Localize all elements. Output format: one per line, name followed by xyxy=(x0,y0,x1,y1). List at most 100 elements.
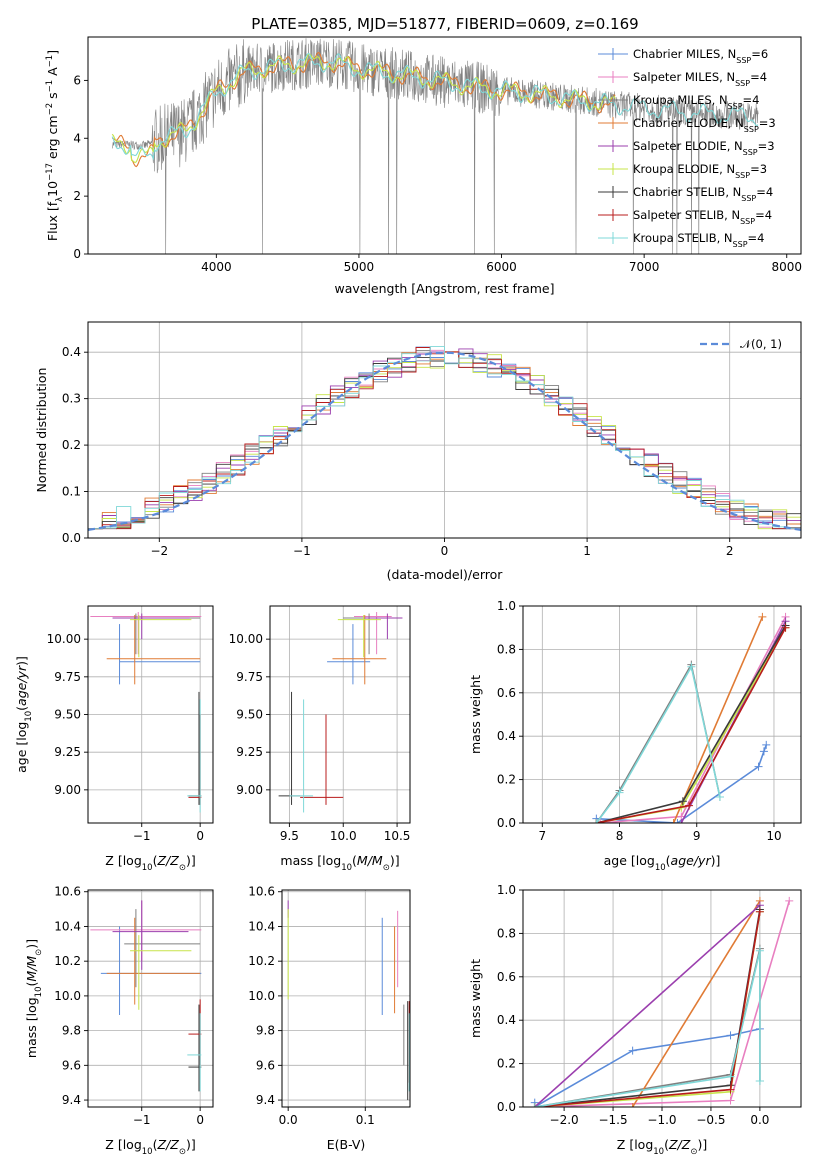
label-part: s xyxy=(45,92,60,103)
y-tick-label: 0.0 xyxy=(497,1100,516,1114)
normal-curve xyxy=(88,351,801,531)
y-tick-label: 9.8 xyxy=(256,1024,275,1038)
y-tick-label: 10.2 xyxy=(54,954,81,968)
histogram-kroupa-stelib xyxy=(88,346,801,538)
model-spectrum-line xyxy=(111,53,616,164)
y-tick-label: 9.00 xyxy=(54,783,81,797)
x-tick-label: 7000 xyxy=(629,260,660,274)
x-axis-label: mass [log10(M/M⊙)] xyxy=(280,853,399,873)
label-part: (data-model)/error xyxy=(387,567,504,582)
label-part: ] xyxy=(45,50,60,55)
y-tick-label: 10.4 xyxy=(248,919,275,933)
y-tick-label: 0.1 xyxy=(62,485,81,499)
x-tick-label: −1.5 xyxy=(598,1113,627,1127)
legend-sub: SSP xyxy=(740,217,755,226)
label-part: 10 xyxy=(655,863,666,873)
x-tick-label: 0.0 xyxy=(750,1113,769,1127)
y-tick-label: 0.4 xyxy=(497,1013,516,1027)
y-tick-label: 1.0 xyxy=(497,599,516,613)
legend-nssp: =4 xyxy=(756,185,773,199)
weight-marker xyxy=(669,819,678,823)
spectrum-title: PLATE=0385, MJD=51877, FIBERID=0609, z=0… xyxy=(251,15,638,33)
y-axis-label: Normed distribution xyxy=(34,368,49,493)
plot-area xyxy=(111,38,759,254)
weight-marker xyxy=(673,819,682,823)
y-tick-label: 0 xyxy=(73,247,81,261)
plot-area xyxy=(90,612,202,813)
label-part: 10 xyxy=(45,181,60,197)
y-tick-label: 0.3 xyxy=(62,392,81,406)
label-part: Z/Z xyxy=(156,853,179,868)
legend-nssp: =3 xyxy=(758,139,775,153)
label-part: ( xyxy=(14,706,29,711)
y-tick-label: 0.0 xyxy=(62,531,81,545)
y-tick-label: 9.6 xyxy=(256,1058,275,1072)
label-part: )] xyxy=(186,853,196,868)
x-tick-label: 8000 xyxy=(771,260,802,274)
label-part: )] xyxy=(697,1137,707,1152)
y-axis-label: mass [log10(M/M⊙)] xyxy=(24,939,44,1058)
x-tick-label: 1 xyxy=(583,544,591,558)
legend-entry: Kroupa STELIB, NSSP=4 xyxy=(633,231,764,249)
legend-label: Kroupa ELODIE, N xyxy=(633,162,735,176)
label-part: )] xyxy=(390,853,400,868)
label-part: 10 xyxy=(653,1147,664,1157)
y-tick-label: 0.2 xyxy=(497,1057,516,1071)
legend-entry: Chabrier STELIB, NSSP=4 xyxy=(633,185,773,203)
legend-nssp: =4 xyxy=(743,93,760,107)
mass-vs-Z-panel: −1 09.49.69.810.010.210.410.6Z [log10(Z/Z… xyxy=(24,885,214,1157)
x-axis-label: Z [log10(Z/Z⊙)] xyxy=(105,1137,195,1157)
y-tick-label: 0.4 xyxy=(62,345,81,359)
label-part: 10 xyxy=(341,863,352,873)
weight-line xyxy=(595,664,721,823)
x-tick-label: 0 xyxy=(196,829,204,843)
y-tick-label: 0.6 xyxy=(497,970,516,984)
x-tick-label: 8 xyxy=(616,829,624,843)
x-axis-label: Z [log10(Z/Z⊙)] xyxy=(105,853,195,873)
legend-sub: SSP xyxy=(735,79,750,88)
plot-area xyxy=(90,900,202,1092)
label-part: ⊙ xyxy=(690,1147,697,1157)
axes-frame xyxy=(87,889,214,1108)
label-part: Z [log xyxy=(105,853,141,868)
label-part: ( xyxy=(24,982,39,987)
weight-line xyxy=(600,616,787,823)
weight-marker xyxy=(596,819,605,823)
x-tick-label: −0.5 xyxy=(696,1113,725,1127)
label-part: 10 xyxy=(142,1147,153,1157)
legend-sub: SSP xyxy=(743,148,758,157)
x-tick-label: 0 xyxy=(441,544,449,558)
label-part: M/M xyxy=(357,853,383,868)
weight-line xyxy=(631,900,761,1107)
y-tick-label: 9.25 xyxy=(236,745,263,759)
model-spectrum-line xyxy=(111,52,759,161)
y-tick-label: 2 xyxy=(73,189,81,203)
legend-sub: SSP xyxy=(744,125,759,134)
legend-entry: Salpeter ELODIE, NSSP=3 xyxy=(633,139,775,157)
x-axis-label: wavelength [Angstrom, rest frame] xyxy=(334,281,554,296)
y-tick-label: 9.50 xyxy=(236,708,263,722)
y-tick-label: 0.8 xyxy=(497,926,516,940)
legend-sub: SSP xyxy=(735,171,750,180)
y-tick-label: 10.6 xyxy=(54,885,81,899)
x-tick-label: 10.0 xyxy=(330,829,357,843)
legend-label: Salpeter STELIB, N xyxy=(633,208,740,222)
legend-nssp: =3 xyxy=(750,162,767,176)
legend-entry: Chabrier MILES, NSSP=6 xyxy=(633,47,768,65)
label-part: ⊙ xyxy=(383,863,390,873)
label-part: ⊙ xyxy=(179,863,186,873)
x-axis-label: (data-model)/error xyxy=(387,567,504,582)
legend-entry: Kroupa ELODIE, NSSP=3 xyxy=(633,162,767,180)
y-tick-label: 9.75 xyxy=(54,670,81,684)
legend-label: Salpeter ELODIE, N xyxy=(633,139,743,153)
x-tick-label: 7 xyxy=(538,829,546,843)
x-tick-label: 10 xyxy=(766,829,781,843)
weight-line xyxy=(534,950,761,1107)
weight-marker xyxy=(678,797,687,806)
weight-marker xyxy=(677,819,686,823)
legend-entry: Salpeter STELIB, NSSP=4 xyxy=(633,208,772,226)
weight-marker xyxy=(726,1072,735,1081)
